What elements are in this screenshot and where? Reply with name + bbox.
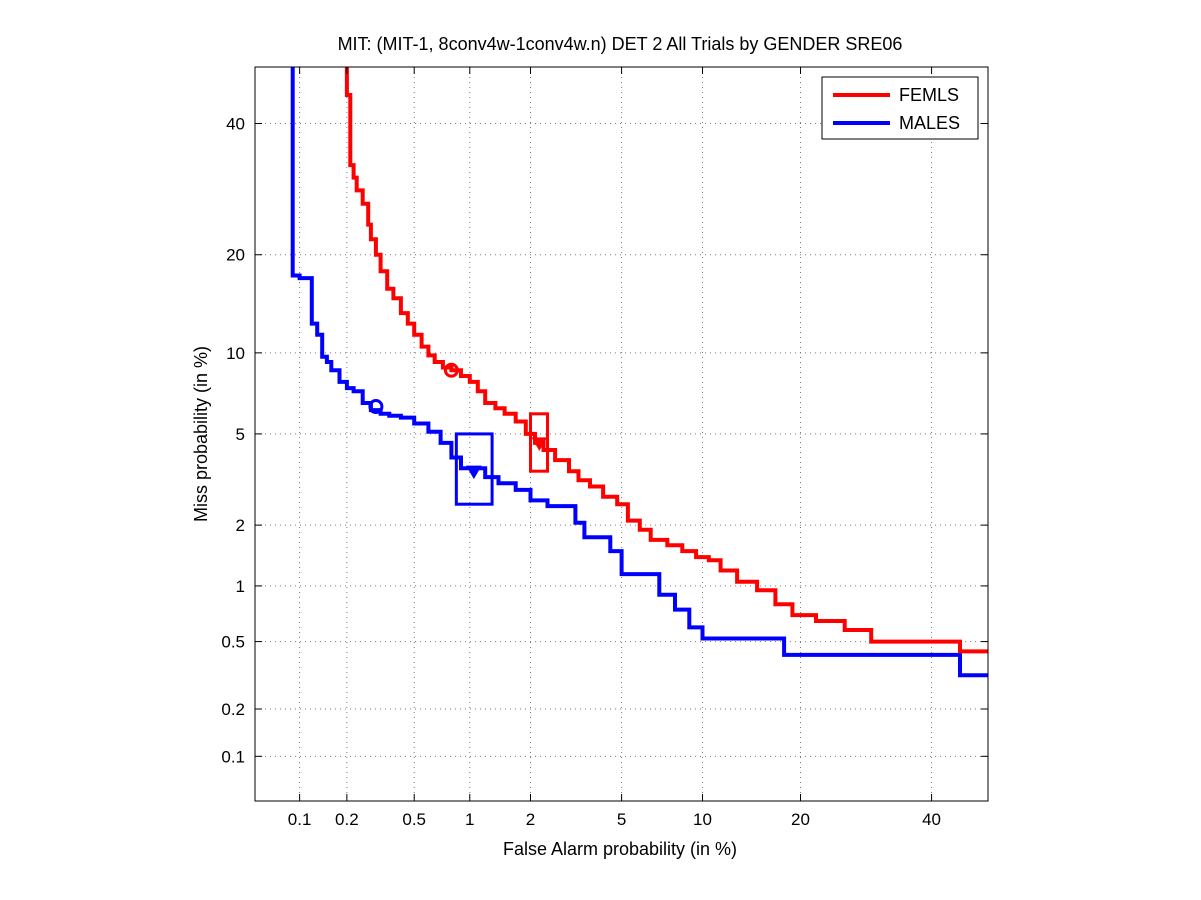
x-tick-label: 5 [617,810,626,829]
min-dcf-marker-males [368,399,384,415]
x-tick-label: 0.5 [402,810,426,829]
series-line-femls [344,67,988,654]
y-tick-label: 20 [226,246,245,265]
x-tick-label: 20 [791,810,810,829]
chart-title: MIT: (MIT-1, 8conv4w-1conv4w.n) DET 2 Al… [338,34,903,54]
y-tick-label: 0.2 [221,700,245,719]
x-axis-label: False Alarm probability (in %) [503,839,737,859]
confidence-box-femls [529,412,550,473]
series-layer [290,67,988,678]
y-tick-label: 0.1 [221,747,245,766]
y-tick-label: 5 [236,425,245,444]
legend: FEMLS MALES [821,76,979,140]
x-tick-label: 0.2 [335,810,359,829]
x-tick-label: 10 [693,810,712,829]
min-dcf-marker-femls [443,362,459,378]
y-tick-label: 10 [226,344,245,363]
series-line-males [290,67,988,678]
x-tick-label: 1 [465,810,474,829]
x-axis: 0.1 0.2 0.5 1 2 5 10 20 40 [288,67,941,829]
y-tick-label: 2 [236,516,245,535]
x-tick-label: 2 [526,810,535,829]
y-axis-label: Miss probability (in %) [191,346,211,522]
y-tick-label: 40 [226,115,245,134]
y-tick-label: 0.5 [221,633,245,652]
actual-dcf-marker-males [466,465,482,480]
y-tick-label: 1 [236,577,245,596]
x-tick-label: 0.1 [288,810,312,829]
x-tick-label: 40 [922,810,941,829]
actual-dcf-marker-femls [531,437,548,451]
confidence-box-males [454,432,494,506]
legend-box [821,76,979,140]
legend-label-femls: FEMLS [899,85,959,105]
legend-label-males: MALES [899,113,960,133]
y-axis: 0.1 0.2 0.5 1 2 5 10 20 40 [221,115,988,766]
